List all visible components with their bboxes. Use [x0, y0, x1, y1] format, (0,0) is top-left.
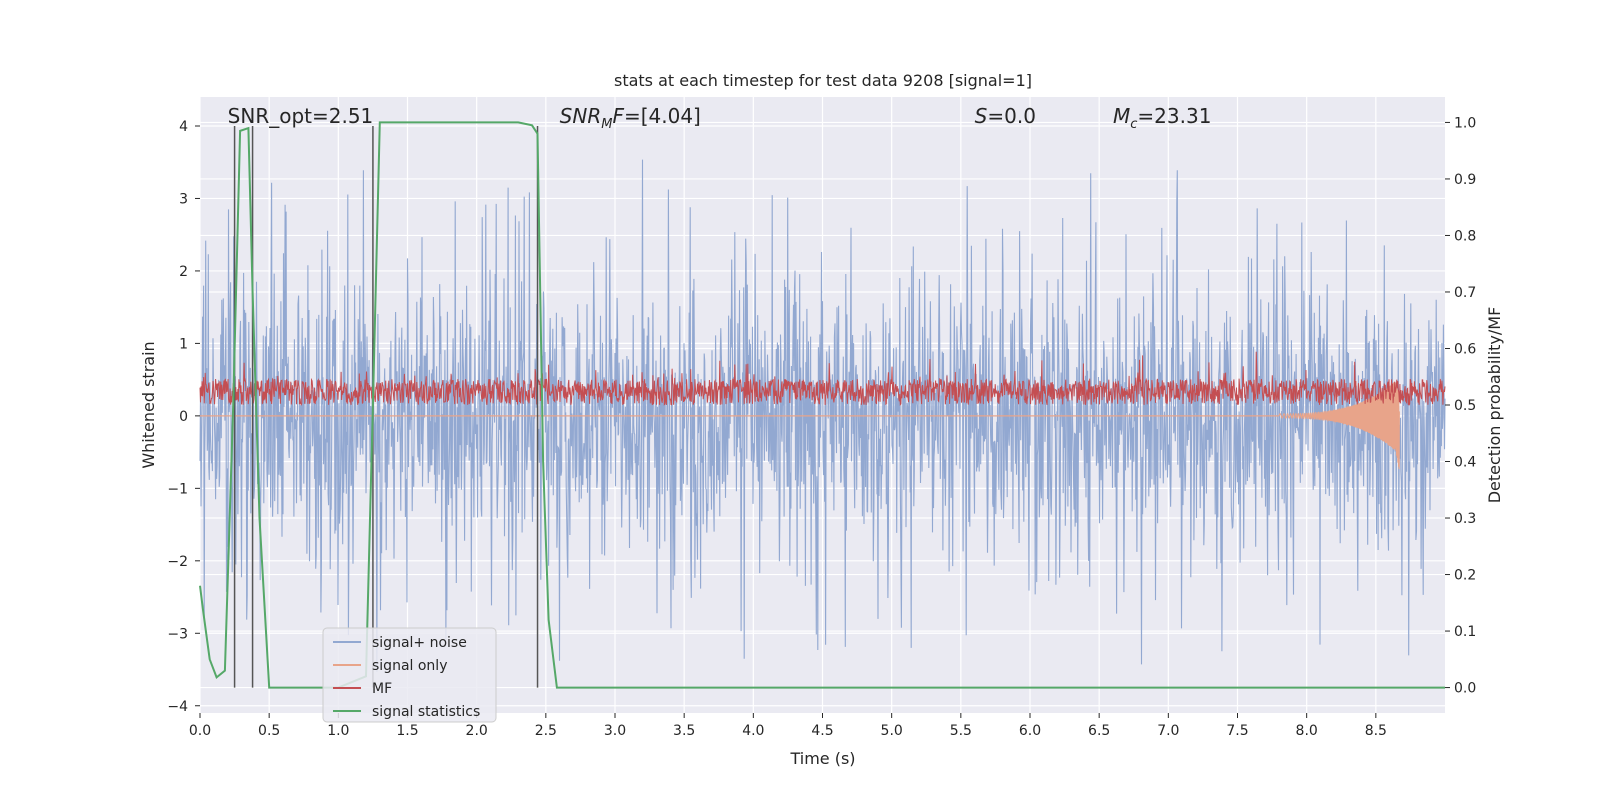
y-right-tick-label: 0.0 [1454, 681, 1476, 697]
y-axis-right-label: Detection probability/MF [1485, 307, 1504, 504]
y-tick-label: 4 [179, 119, 188, 135]
legend-box [322, 627, 497, 723]
y-tick-label: 0 [179, 409, 188, 425]
y-tick-label: 3 [179, 191, 188, 207]
y-tick-label: −3 [167, 626, 188, 642]
annotation-value: =0.0 [987, 104, 1036, 128]
x-tick-label: 0.0 [189, 723, 211, 739]
annotations: SNR_opt=2.51 SNRMF=[4.04] S=0.0 Mc=23.31 [228, 104, 1212, 132]
annotation-4: Mc=23.31 [1113, 104, 1211, 132]
x-tick-label: 7.0 [1157, 723, 1179, 739]
x-tick-label: 3.0 [604, 723, 626, 739]
legend-label: signal statistics [372, 704, 480, 720]
annotation-2: SNRMF=[4.04] [560, 104, 701, 132]
series-layer [199, 121, 1446, 689]
ticks: 0.0 0.5 1.0 1.5 2.0 2.5 3.0 3.5 4.0 4.5 5.0 5.5 6.0 6… [167, 115, 1476, 739]
annotation-suffix: =23.31 [1137, 104, 1211, 128]
y-tick-label: −4 [167, 699, 188, 715]
y-tick-label: 2 [179, 264, 188, 280]
y-right-tick-label: 0.4 [1454, 455, 1476, 471]
annotation-1: SNR_opt=2.51 [228, 104, 374, 128]
x-tick-label: 8.5 [1365, 723, 1387, 739]
legend-label: signal only [372, 658, 447, 674]
series-signal-only [1278, 382, 1400, 470]
x-tick-label: 2.5 [535, 723, 557, 739]
x-tick-label: 8.0 [1296, 723, 1318, 739]
x-tick-label: 1.5 [396, 723, 418, 739]
x-tick-label: 6.0 [1019, 723, 1041, 739]
x-tick-label: 3.5 [673, 723, 695, 739]
annotation-symbol: M [1113, 104, 1130, 128]
y-right-tick-label: 0.1 [1454, 624, 1476, 640]
x-tick-label: 4.0 [742, 723, 764, 739]
legend: signal+ noise signal only MF signal statist… [322, 627, 497, 723]
y-right-tick-label: 0.7 [1454, 285, 1476, 301]
y-right-tick-label: 0.3 [1454, 511, 1476, 527]
annotation-value: =[4.04] [624, 104, 701, 128]
x-axis-label: Time (s) [789, 749, 855, 768]
x-tick-label: 6.5 [1088, 723, 1110, 739]
series-mf [199, 351, 1446, 407]
y-right-tick-label: 1.0 [1454, 115, 1476, 131]
x-tick-label: 7.5 [1226, 723, 1248, 739]
y-right-tick-label: 0.8 [1454, 228, 1476, 244]
y-right-tick-label: 0.2 [1454, 568, 1476, 584]
annotation-subscript: M [601, 117, 612, 132]
annotation-subscript: c [1130, 117, 1137, 132]
annotation-symbol: SNR [560, 104, 602, 128]
x-tick-label: 5.5 [950, 723, 972, 739]
annotation-symbol: S [975, 104, 988, 128]
chart-title: stats at each timestep for test data 920… [614, 71, 1032, 90]
x-tick-label: 2.0 [466, 723, 488, 739]
y-tick-label: 1 [179, 336, 188, 352]
annotation-3: S=0.0 [975, 104, 1036, 128]
legend-label: signal+ noise [372, 635, 467, 651]
y-axis-label: Whitened strain [139, 341, 158, 468]
x-tick-label: 5.0 [881, 723, 903, 739]
series-signal-noise [199, 159, 1446, 672]
x-tick-label: 0.5 [258, 723, 280, 739]
series-signal-statistics [199, 121, 1445, 689]
legend-label: MF [372, 681, 392, 697]
y-tick-label: −1 [167, 481, 188, 497]
y-tick-label: −2 [167, 554, 188, 570]
y-right-tick-label: 0.5 [1454, 398, 1476, 414]
x-tick-label: 4.5 [811, 723, 833, 739]
y-right-tick-label: 0.9 [1454, 172, 1476, 188]
annotation-suffix: F [612, 104, 624, 128]
y-right-tick-label: 0.6 [1454, 341, 1476, 357]
x-tick-label: 1.0 [327, 723, 349, 739]
